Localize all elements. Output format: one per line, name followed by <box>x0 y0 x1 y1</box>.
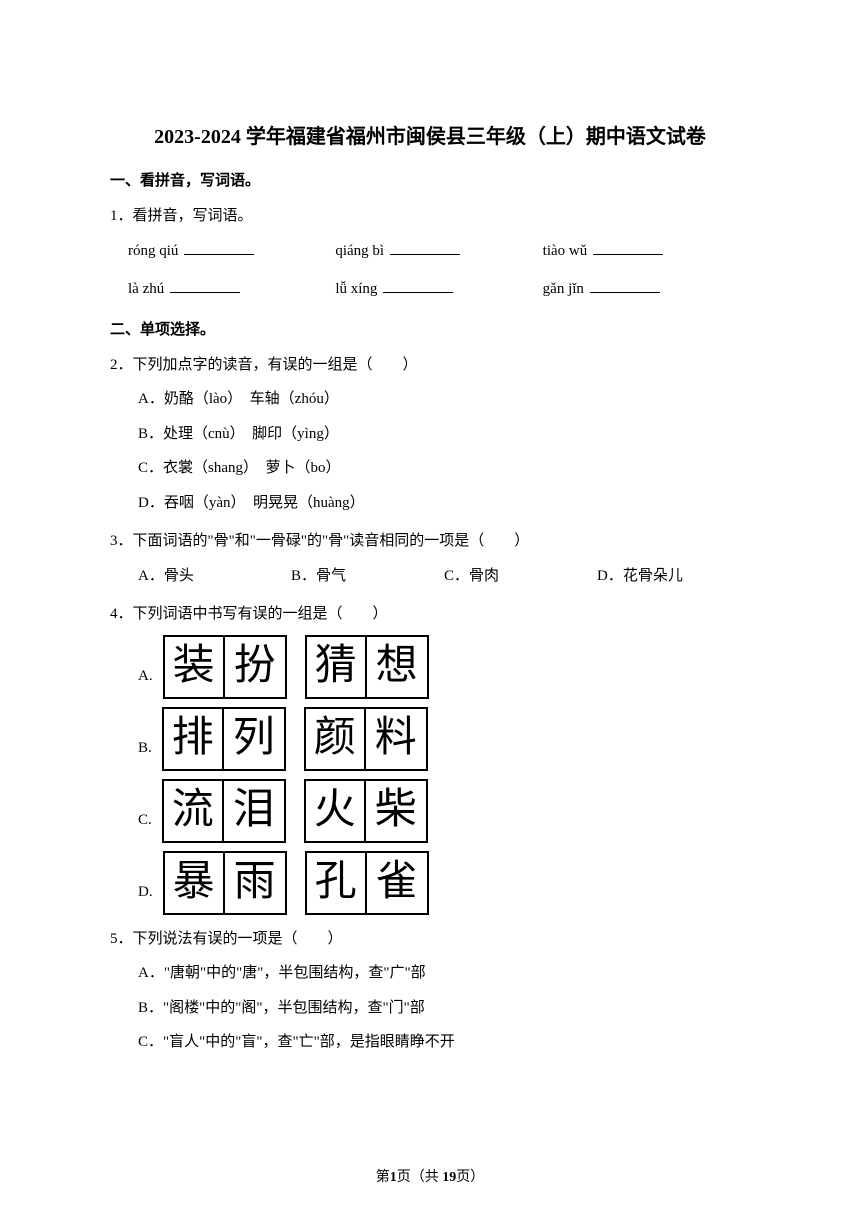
q4-option-d[interactable]: D. 暴 雨 孔 雀 <box>138 851 750 915</box>
char-box: 列 <box>224 709 284 769</box>
q1-text: 看拼音，写词语。 <box>133 208 253 224</box>
blank-input[interactable] <box>590 279 660 293</box>
question-4: 4．下列词语中书写有误的一组是（ ） A. 装 扮 猜 想 B. 排 列 颜 料… <box>110 600 750 915</box>
blank-input[interactable] <box>184 241 254 255</box>
char-box: 流 <box>164 781 224 841</box>
q4-num: 4． <box>110 606 133 622</box>
question-1: 1．看拼音，写词语。 róng qiú qiáng bì tiào wǔ là … <box>110 202 750 304</box>
q2-option-a[interactable]: A．奶酪（lào） 车轴（zhóu） <box>138 385 750 414</box>
q4-option-a[interactable]: A. 装 扮 猜 想 <box>138 635 750 699</box>
q2-option-c[interactable]: C．衣裳（shang） 萝卜（bo） <box>138 454 750 483</box>
char-box: 猜 <box>307 637 367 697</box>
q2-option-d[interactable]: D．吞咽（yàn） 明晃晃（huàng） <box>138 489 750 518</box>
q5-text: 下列说法有误的一项是（ ） <box>133 931 343 947</box>
q5-option-a[interactable]: A．"唐朝"中的"唐"，半包围结构，查"广"部 <box>138 959 750 988</box>
pinyin-label: róng qiú <box>128 237 178 266</box>
pinyin-label: gǎn jǐn <box>543 275 584 304</box>
q3-option-b[interactable]: B．骨气 <box>291 562 444 591</box>
char-box: 扮 <box>225 637 285 697</box>
q4-text: 下列词语中书写有误的一组是（ ） <box>133 606 388 622</box>
exam-title: 2023-2024 学年福建省福州市闽侯县三年级（上）期中语文试卷 <box>110 120 750 149</box>
pinyin-label: lǚ xíng <box>335 275 377 304</box>
q4-option-c[interactable]: C. 流 泪 火 柴 <box>138 779 750 843</box>
blank-input[interactable] <box>170 279 240 293</box>
pinyin-label: tiào wǔ <box>543 237 588 266</box>
char-box: 颜 <box>306 709 366 769</box>
char-box: 泪 <box>224 781 284 841</box>
char-box: 装 <box>165 637 225 697</box>
blank-input[interactable] <box>593 241 663 255</box>
pinyin-label: là zhú <box>128 275 164 304</box>
char-box: 暴 <box>165 853 225 913</box>
section2-header: 二、单项选择。 <box>110 318 750 339</box>
q2-text: 下列加点字的读音，有误的一组是（ ） <box>133 357 418 373</box>
char-box: 雀 <box>367 853 427 913</box>
char-box: 柴 <box>366 781 426 841</box>
q5-option-c[interactable]: C．"盲人"中的"盲"，查"亡"部，是指眼睛睁不开 <box>138 1028 750 1057</box>
q2-num: 2． <box>110 357 133 373</box>
char-box: 雨 <box>225 853 285 913</box>
char-box: 想 <box>367 637 427 697</box>
pinyin-row-2: là zhú lǚ xíng gǎn jǐn <box>128 275 750 304</box>
pinyin-label: qiáng bì <box>335 237 384 266</box>
section1-header: 一、看拼音，写词语。 <box>110 169 750 190</box>
q3-option-c[interactable]: C．骨肉 <box>444 562 597 591</box>
char-box: 孔 <box>307 853 367 913</box>
q1-num: 1． <box>110 208 133 224</box>
question-3: 3．下面词语的"骨"和"一骨碌"的"骨"读音相同的一项是（ ） A．骨头 B．骨… <box>110 527 750 590</box>
blank-input[interactable] <box>390 241 460 255</box>
question-2: 2．下列加点字的读音，有误的一组是（ ） A．奶酪（lào） 车轴（zhóu） … <box>110 351 750 518</box>
q2-option-b[interactable]: B．处理（cnù） 脚印（yìng） <box>138 420 750 449</box>
pinyin-row-1: róng qiú qiáng bì tiào wǔ <box>128 237 750 266</box>
q3-option-a[interactable]: A．骨头 <box>138 562 291 591</box>
char-box: 排 <box>164 709 224 769</box>
q3-text: 下面词语的"骨"和"一骨碌"的"骨"读音相同的一项是（ ） <box>133 533 530 549</box>
q3-option-d[interactable]: D．花骨朵儿 <box>597 562 750 591</box>
q5-num: 5． <box>110 931 133 947</box>
page-footer: 第1页（共 19页） <box>0 1166 860 1186</box>
blank-input[interactable] <box>383 279 453 293</box>
char-box: 料 <box>366 709 426 769</box>
q4-option-b[interactable]: B. 排 列 颜 料 <box>138 707 750 771</box>
q3-num: 3． <box>110 533 133 549</box>
char-box: 火 <box>306 781 366 841</box>
q5-option-b[interactable]: B．"阁楼"中的"阁"，半包围结构，查"门"部 <box>138 994 750 1023</box>
question-5: 5．下列说法有误的一项是（ ） A．"唐朝"中的"唐"，半包围结构，查"广"部 … <box>110 925 750 1057</box>
